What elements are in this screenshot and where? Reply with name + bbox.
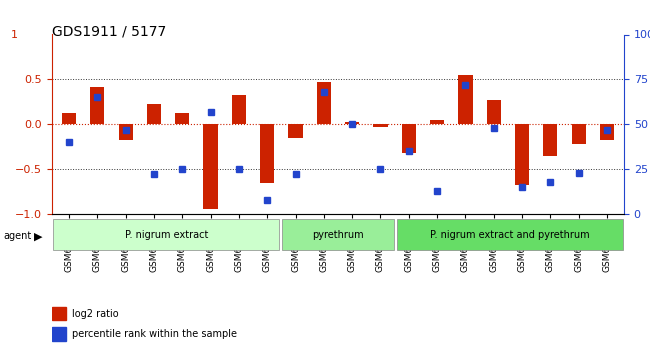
Text: GDS1911 / 5177: GDS1911 / 5177 (52, 24, 166, 38)
Bar (373, 124, 387, 127)
Text: agent: agent (3, 231, 31, 241)
FancyBboxPatch shape (282, 219, 394, 250)
Bar (543, 124, 558, 156)
Text: pyrethrum: pyrethrum (312, 230, 364, 239)
Bar (232, 96, 246, 124)
Bar (62, 114, 76, 124)
Bar (458, 75, 473, 124)
Bar (289, 124, 303, 138)
Bar (515, 124, 529, 185)
Bar (203, 124, 218, 209)
Bar (90, 87, 105, 124)
Bar (147, 105, 161, 124)
Bar (487, 100, 501, 124)
Bar (317, 82, 331, 124)
Text: P. nigrum extract and pyrethrum: P. nigrum extract and pyrethrum (430, 230, 590, 239)
Text: 1: 1 (10, 30, 18, 39)
Text: log2 ratio: log2 ratio (72, 309, 119, 318)
Bar (571, 124, 586, 144)
Bar (402, 124, 416, 153)
Text: percentile rank within the sample: percentile rank within the sample (72, 329, 237, 339)
Bar (600, 124, 614, 140)
Bar (345, 122, 359, 124)
Text: P. nigrum extract: P. nigrum extract (125, 230, 208, 239)
Bar (430, 120, 444, 124)
Bar (260, 124, 274, 183)
Bar (52, 327, 66, 341)
Bar (176, 114, 189, 124)
FancyBboxPatch shape (53, 219, 280, 250)
FancyBboxPatch shape (396, 219, 623, 250)
Bar (52, 307, 66, 320)
Text: ▶: ▶ (34, 231, 42, 241)
Bar (118, 124, 133, 140)
